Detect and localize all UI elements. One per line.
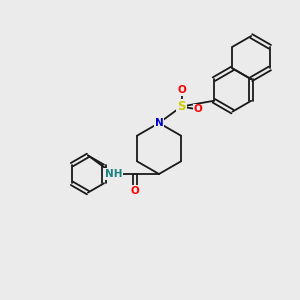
Text: N: N (154, 118, 164, 128)
Text: O: O (177, 85, 186, 95)
Text: O: O (194, 104, 202, 115)
Text: NH: NH (105, 169, 122, 179)
Text: O: O (130, 185, 140, 196)
Text: S: S (177, 100, 186, 113)
